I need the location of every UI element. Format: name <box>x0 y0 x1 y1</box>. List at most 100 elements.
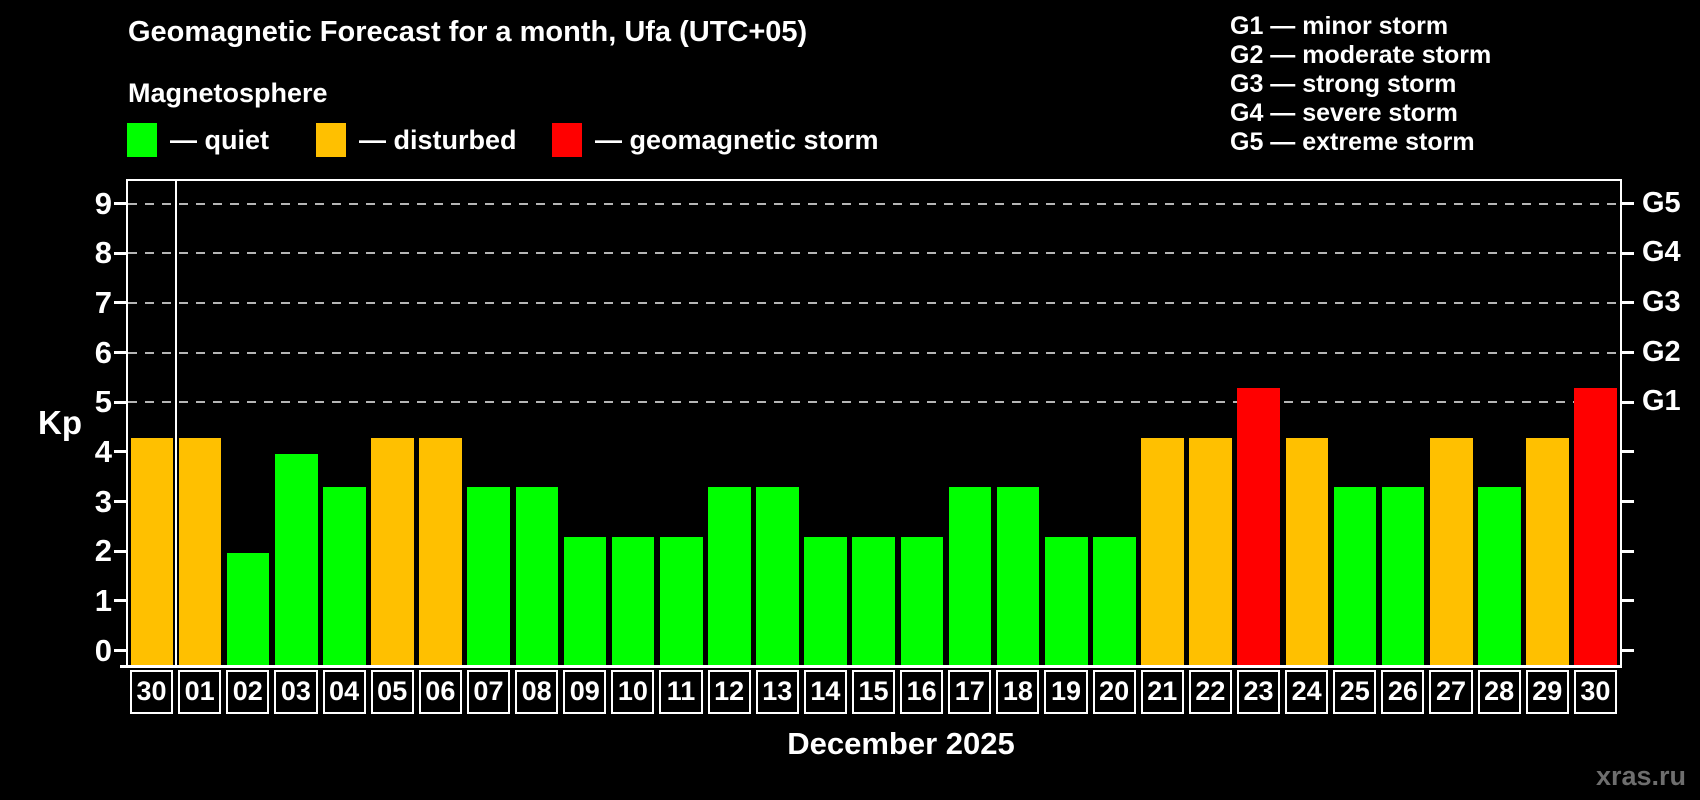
day-label-12-12: 12 <box>707 670 751 714</box>
chart-title: Geomagnetic Forecast for a month, Ufa (U… <box>128 16 808 48</box>
bar-9-day-09 <box>563 536 607 665</box>
right-axis-line <box>1620 179 1622 668</box>
y-tick-label-1: 1 <box>94 582 112 618</box>
bar-4-day-04 <box>323 487 366 665</box>
left-tick-kp8 <box>114 251 126 255</box>
watermark: xras.ru <box>1595 761 1686 791</box>
bar-23-day-23 <box>1237 387 1281 665</box>
bar-17-day-17 <box>948 487 992 665</box>
quiet-legend-label: — quiet <box>170 125 269 155</box>
day-label-0-30: 30 <box>130 670 174 714</box>
left-tick-kp5 <box>114 400 126 404</box>
g-scale-legend: G1 — minor storm G2 — moderate storm G3 — … <box>1230 12 1491 157</box>
left-tick-kp4 <box>114 450 126 454</box>
y-tick-label-2: 2 <box>94 533 112 569</box>
g-scale-legend-line: G4 — severe storm <box>1230 99 1458 127</box>
g-scale-legend-line: G5 — extreme storm <box>1230 128 1475 156</box>
left-tick-kp2 <box>114 549 126 553</box>
x-axis-line <box>120 665 1622 668</box>
day-label-13-13: 13 <box>755 670 799 714</box>
right-tick-kp3 <box>1622 500 1634 504</box>
y-tick-label-3: 3 <box>94 483 112 519</box>
bar-29-day-29 <box>1526 437 1569 665</box>
bar-5-day-05 <box>371 437 414 665</box>
status-legend: — quiet — disturbed — geomagnetic storm <box>0 123 1700 158</box>
bar-6-day-06 <box>419 437 462 665</box>
bar-16-day-16 <box>900 536 944 665</box>
gridline-kp5 <box>128 401 1620 404</box>
left-tick-kp7 <box>114 301 126 305</box>
day-label-29-29: 29 <box>1525 670 1569 714</box>
day-label-20-20: 20 <box>1092 670 1136 714</box>
g-scale-legend-line: G3 — strong storm <box>1230 70 1457 98</box>
day-label-1-01: 01 <box>178 670 222 714</box>
g-scale-legend-line: G1 — minor storm <box>1230 12 1449 40</box>
bar-15-day-15 <box>852 536 896 665</box>
day-label-24-24: 24 <box>1285 670 1329 714</box>
right-tick-kp0 <box>1622 649 1634 653</box>
bar-21-day-21 <box>1141 437 1184 665</box>
right-tick-kp6 <box>1622 351 1634 355</box>
y-tick-label-9: 9 <box>94 185 112 221</box>
plot-top-border <box>126 179 1622 181</box>
g-level-label-G2: G2 <box>1642 335 1681 368</box>
right-tick-kp9 <box>1622 202 1634 206</box>
left-tick-kp1 <box>114 599 126 603</box>
x-axis-title: December 2025 <box>787 726 1015 761</box>
y-tick-label-7: 7 <box>94 284 112 320</box>
storm-color-swatch <box>552 123 582 157</box>
day-label-22-22: 22 <box>1188 670 1232 714</box>
bar-30-day-30 <box>1574 387 1617 665</box>
y-tick-label-8: 8 <box>94 235 112 271</box>
bar-3-day-03 <box>274 453 318 665</box>
g-level-label-G4: G4 <box>1642 236 1681 269</box>
bar-27-day-27 <box>1429 437 1473 665</box>
g-level-label-G3: G3 <box>1642 285 1681 318</box>
day-label-4-04: 04 <box>322 670 366 714</box>
gridline-kp9 <box>128 202 1620 205</box>
day-label-6-06: 06 <box>418 670 462 714</box>
gridline-kp8 <box>128 252 1620 255</box>
y-tick-label-4: 4 <box>94 433 112 469</box>
left-tick-kp3 <box>114 500 126 504</box>
day-label-21-21: 21 <box>1140 670 1184 714</box>
day-label-14-14: 14 <box>803 670 847 714</box>
day-label-16-16: 16 <box>900 670 944 714</box>
y-tick-label-5: 5 <box>94 384 112 420</box>
bar-28-day-28 <box>1478 487 1521 665</box>
right-tick-kp8 <box>1622 251 1634 255</box>
day-label-18-18: 18 <box>996 670 1040 714</box>
day-label-27-27: 27 <box>1429 670 1473 714</box>
month-separator <box>175 180 178 665</box>
day-label-10-10: 10 <box>611 670 655 714</box>
bar-13-day-13 <box>756 487 799 665</box>
left-tick-kp0 <box>114 649 126 653</box>
bar-7-day-07 <box>467 487 511 665</box>
g-level-label-G5: G5 <box>1642 186 1681 219</box>
left-tick-kp6 <box>114 351 126 355</box>
right-tick-kp1 <box>1622 599 1634 603</box>
day-label-15-15: 15 <box>851 670 896 714</box>
day-label-30-30: 30 <box>1573 670 1617 714</box>
y-tick-label-0: 0 <box>94 632 112 668</box>
g-level-label-G1: G1 <box>1642 385 1681 418</box>
gridline-kp6 <box>128 351 1620 354</box>
disturbed-color-swatch <box>316 123 346 157</box>
day-label-23-23: 23 <box>1236 670 1281 714</box>
bar-20-day-20 <box>1093 536 1136 665</box>
bar-18-day-18 <box>996 487 1040 665</box>
right-tick-kp4 <box>1622 450 1634 454</box>
day-label-28-28: 28 <box>1477 670 1521 714</box>
y-tick-label-6: 6 <box>94 334 112 370</box>
day-label-9-09: 09 <box>563 670 607 714</box>
y-axis-title: Kp <box>38 404 82 441</box>
bar-22-day-22 <box>1189 437 1232 665</box>
bar-25-day-25 <box>1333 487 1377 665</box>
bar-1-day-01 <box>178 437 222 665</box>
bar-12-day-12 <box>708 487 751 665</box>
bar-10-day-10 <box>611 536 655 665</box>
day-label-8-08: 08 <box>515 670 559 714</box>
quiet-color-swatch <box>127 123 157 157</box>
g-scale-legend-line: G2 — moderate storm <box>1230 41 1492 69</box>
